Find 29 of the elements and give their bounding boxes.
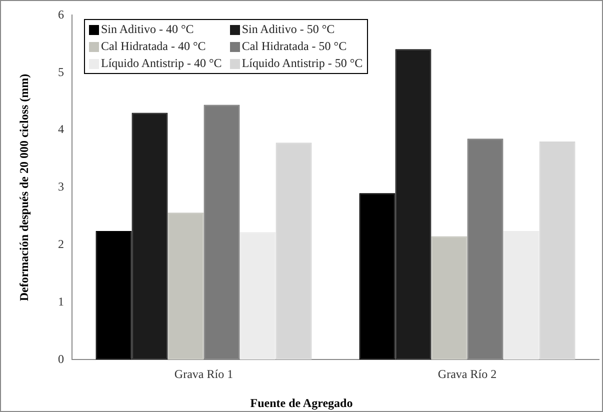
- bar: [96, 231, 132, 360]
- y-tick-label: 4: [58, 122, 64, 136]
- legend-label: Sin Aditivo - 50 °C: [240, 22, 336, 38]
- bar: [132, 112, 168, 360]
- bar: [503, 231, 540, 360]
- legend-label: Cal Hidratada - 50 °C: [240, 39, 348, 54]
- y-axis-title: Deformación después de 20 000 cicloss (mm): [16, 74, 32, 302]
- x-tick-label: Grava Río 2: [438, 366, 497, 381]
- legend-label: Sin Aditivo - 40 °C: [100, 22, 195, 38]
- bar: [168, 212, 204, 360]
- bar: [431, 236, 468, 360]
- bar: [276, 142, 312, 360]
- y-tick-label: 2: [58, 236, 64, 251]
- bar: [395, 49, 432, 360]
- bar: [240, 232, 276, 360]
- y-tick-label: 3: [58, 180, 64, 194]
- y-tick-label: 6: [58, 7, 64, 22]
- legend-label: Líquido Antistrip - 50 °C: [240, 56, 363, 72]
- y-tick-label: 5: [58, 64, 64, 79]
- x-tick-label: Grava Río 1: [174, 366, 234, 381]
- x-axis-title: Fuente de Agregado: [249, 396, 354, 411]
- bar: [539, 141, 576, 360]
- bar: [359, 193, 396, 360]
- y-tick-label: 1: [58, 294, 64, 308]
- legend-label: Líquido Antistrip - 40 °C: [100, 56, 222, 72]
- bar: [204, 104, 240, 360]
- bar: [467, 138, 504, 360]
- y-tick-label: 0: [58, 352, 64, 366]
- legend-label: Cal Hidratada - 40 °C: [100, 39, 207, 54]
